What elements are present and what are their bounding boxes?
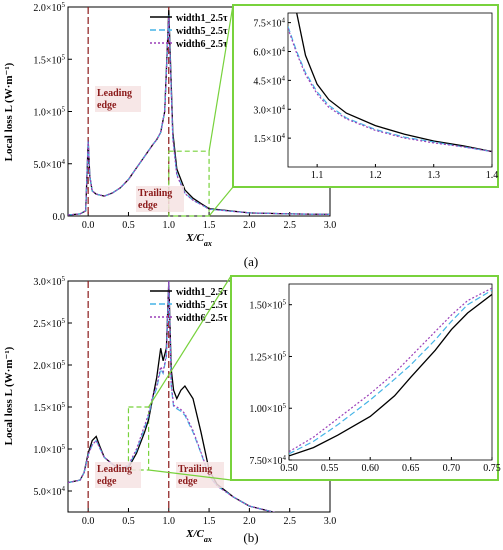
- inset-y-tick-label: 7.50×104: [249, 454, 286, 467]
- trailing-label-bg: [176, 462, 224, 488]
- x-axis-label: X/Cax: [185, 232, 212, 248]
- inset-panel: 1.1 1.2 1.3 1.4 1.5×104 3.0×104 4.5×104 6.0×104…: [232, 4, 499, 188]
- legend-entry: width6_2.5τ: [176, 313, 228, 324]
- x-tick-label: 1.5: [203, 516, 216, 527]
- trailing-label: edge: [178, 476, 198, 487]
- inset-x-tick-label: 1.3: [427, 170, 440, 181]
- zoom-connector: [208, 186, 234, 217]
- inset-y-tick-label: 7.5×104: [253, 17, 285, 30]
- x-axis-label: X/Cax: [185, 528, 212, 544]
- leading-label: Leading: [97, 464, 132, 475]
- zoom-connector: [148, 275, 232, 408]
- trailing-label: Trailing: [178, 464, 212, 475]
- inset-y-tick-label: 3.0×104: [253, 103, 285, 116]
- x-tick-label: 2.0: [243, 516, 256, 527]
- inset-x-tick-label: 0.75: [483, 463, 501, 474]
- series-line-width125: [296, 13, 492, 153]
- zoom-box: [127, 406, 150, 471]
- subfigure-label: (a): [244, 254, 258, 269]
- x-tick-label: 3.0: [324, 516, 337, 527]
- x-tick-label: 2.0: [243, 220, 256, 231]
- leading-label: Leading: [97, 88, 132, 99]
- y-axis-label: Local loss L (W·m⁻¹): [3, 346, 15, 445]
- x-tick-label: 0.0: [82, 516, 95, 527]
- legend-entry: width1_2.5τ: [176, 287, 228, 298]
- leading-label-bg: [95, 462, 141, 488]
- x-tick-label: 0.0: [82, 220, 95, 231]
- leading-label: edge: [97, 476, 117, 487]
- zoom-connector: [208, 4, 234, 152]
- inset-x-tick-label: 0.50: [280, 463, 298, 474]
- x-tick-label: 1.5: [203, 220, 216, 231]
- x-tick-label: 1.0: [163, 220, 176, 231]
- series-line-width125: [68, 281, 276, 512]
- x-tick-label: 1.0: [163, 516, 176, 527]
- legend-entry: width5_2.5τ: [176, 26, 228, 37]
- trailing-label: edge: [138, 200, 158, 211]
- inset-y-tick-label: 6.0×104: [253, 46, 285, 59]
- inset-y-tick-label: 1.5×104: [253, 132, 285, 145]
- inset-x-tick-label: 0.70: [443, 463, 461, 474]
- inset-plot-frame: [287, 12, 493, 168]
- trailing-label-bg: [136, 186, 184, 212]
- y-tick-label: 5.0×104: [33, 158, 65, 171]
- y-tick-label: 2.5×105: [33, 317, 65, 330]
- y-tick-label: 2.0×105: [33, 1, 65, 14]
- inset-x-tick-label: 0.55: [321, 463, 339, 474]
- legend-entry: width6_2.5τ: [176, 39, 228, 50]
- inset-y-tick-label: 1.50×105: [249, 299, 286, 312]
- zoom-box: [168, 150, 210, 217]
- y-tick-label: 1.0×105: [33, 106, 65, 119]
- inset-x-tick-label: 1.2: [369, 170, 382, 181]
- inset-y-tick-label: 4.5×104: [253, 74, 285, 87]
- inset-x-tick-label: 0.65: [402, 463, 420, 474]
- inset-x-tick-label: 0.60: [361, 463, 379, 474]
- inset-panel: 0.50 0.55 0.60 0.65 0.70 0.75 7.50×104 1.00×105…: [230, 275, 501, 481]
- inset-frame: [230, 275, 499, 481]
- y-tick-label: 3.0×105: [33, 275, 65, 288]
- leading-label: edge: [97, 100, 117, 111]
- zoom-connector: [148, 469, 232, 481]
- inset-frame: [232, 4, 499, 188]
- series-line-width525: [289, 289, 492, 455]
- legend-entry: width5_2.5τ: [176, 300, 228, 311]
- subfigure-label: (b): [243, 530, 258, 545]
- x-tick-label: 2.5: [283, 220, 296, 231]
- y-tick-label: 1.5×105: [33, 53, 65, 66]
- x-tick-label: 2.5: [283, 516, 296, 527]
- inset-y-tick-label: 1.25×105: [249, 350, 286, 363]
- panel-b: 0.0 0.5 1.0 1.5 2.0 2.5 3.0 5.0×104 1.0×105 1.5×1…: [3, 275, 501, 545]
- x-tick-label: 0.5: [122, 516, 135, 527]
- panel-a: 0.0 0.5 1.0 1.5 2.0 2.5 3.0 0.0 5.0×104 1.0×105 1.…: [3, 1, 499, 269]
- legend-entry: width1_2.5τ: [176, 13, 228, 24]
- trailing-label: Trailing: [138, 188, 172, 199]
- inset-x-tick-label: 1.1: [311, 170, 324, 181]
- y-tick-label: 0.0: [53, 212, 66, 223]
- series-line-width625: [68, 16, 330, 216]
- x-tick-label: 0.5: [122, 220, 135, 231]
- series-line-width125: [289, 293, 492, 457]
- series-line-width525: [288, 26, 492, 153]
- inset-plot-frame: [288, 283, 493, 461]
- inset-x-tick-label: 1.4: [486, 170, 499, 181]
- y-tick-label: 1.0×105: [33, 443, 65, 456]
- series-line-width625: [288, 28, 492, 153]
- leading-label-bg: [95, 86, 141, 112]
- inset-y-tick-label: 1.00×105: [249, 402, 286, 415]
- y-tick-label: 2.0×105: [33, 359, 65, 372]
- y-tick-label: 5.0×104: [33, 485, 65, 498]
- y-axis-label: Local loss L (W·m⁻¹): [3, 62, 15, 161]
- y-tick-label: 1.5×105: [33, 401, 65, 414]
- x-tick-label: 3.0: [324, 220, 337, 231]
